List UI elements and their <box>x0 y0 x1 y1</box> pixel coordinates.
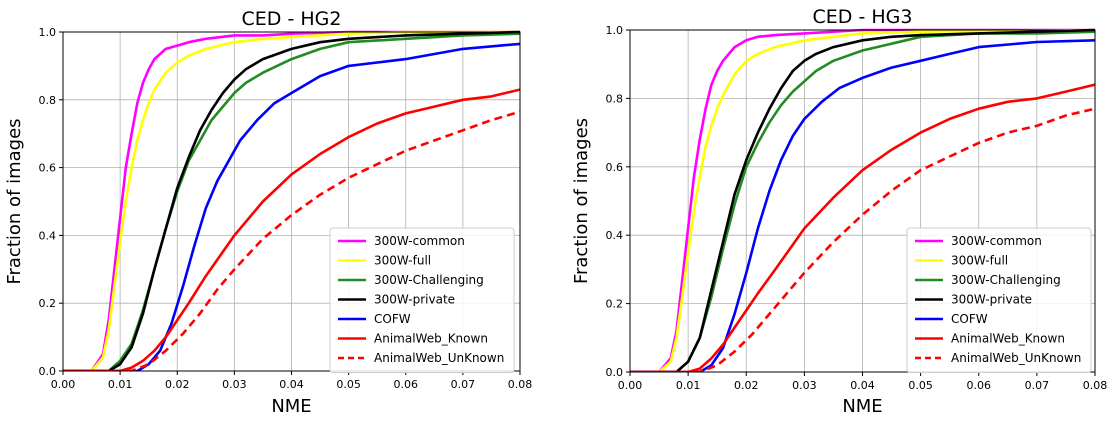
y-tick-label: 0.6 <box>39 162 57 175</box>
legend-box <box>329 227 515 373</box>
x-tick-label: 0.08 <box>1083 379 1108 392</box>
y-tick-label: 0.0 <box>606 366 624 379</box>
y-axis-label: Fraction of images <box>571 118 592 284</box>
series-line-300w-private <box>63 30 520 371</box>
x-tick-label: 0.03 <box>792 379 817 392</box>
chart-title: CED - HG2 <box>242 8 342 30</box>
series-group <box>630 28 1095 372</box>
y-tick-label: 0.0 <box>39 365 57 378</box>
x-tick-label: 0.05 <box>908 379 933 392</box>
legend-label: 300W-Challenging <box>951 273 1061 287</box>
x-tick-label: 0.07 <box>451 378 476 391</box>
legend-label: AnimalWeb_Known <box>374 332 488 346</box>
legend-label: 300W-private <box>951 293 1032 307</box>
legend: 300W-common 300W-full 300W-Challenging 300W… <box>906 227 1092 373</box>
series-line-300w-common <box>63 30 520 371</box>
series-line-300w-full <box>630 28 1095 372</box>
y-tick-label: 1.0 <box>39 26 57 39</box>
x-tick-label: 0.01 <box>108 378 133 391</box>
legend-label: AnimalWeb_UnKnown <box>951 351 1081 365</box>
x-tick-label: 0.07 <box>1025 379 1050 392</box>
legend-label: AnimalWeb_UnKnown <box>374 351 504 365</box>
x-axis-label: NME <box>271 396 311 417</box>
ced-hg3-chart: 0.00 0.01 0.02 0.03 0.04 0.05 0.06 0.07 0.08 0.0 0… <box>571 6 1108 417</box>
chart-title: CED - HG3 <box>813 6 913 28</box>
y-tick-label: 0.2 <box>606 298 624 311</box>
y-tick-label: 0.4 <box>606 229 624 242</box>
chart-panel-hg3: 0.00 0.01 0.02 0.03 0.04 0.05 0.06 0.07 0.08 0.0 0… <box>558 0 1116 417</box>
chart-panel-hg2: 0.00 0.01 0.02 0.03 0.04 0.05 0.06 0.07 0.08 0.0 0… <box>0 0 558 417</box>
x-tick-label: 0.01 <box>676 379 701 392</box>
legend-label: COFW <box>374 312 411 326</box>
legend-box <box>906 227 1092 373</box>
x-tick-label: 0.00 <box>618 379 643 392</box>
series-group <box>63 30 520 371</box>
series-line-cofw <box>63 42 520 371</box>
x-axis-label: NME <box>842 396 882 417</box>
x-tick-label: 0.03 <box>222 378 247 391</box>
x-tick-label: 0.04 <box>279 378 304 391</box>
y-tick-label: 0.4 <box>39 229 57 242</box>
legend-label: 300W-common <box>951 234 1042 248</box>
series-line-animalweb-known <box>630 83 1095 372</box>
series-line-animalweb-unknown <box>63 110 520 371</box>
x-tick-label: 0.04 <box>850 379 875 392</box>
x-tick-label: 0.05 <box>336 378 361 391</box>
x-tick-label: 0.02 <box>734 379 759 392</box>
legend-label: 300W-private <box>374 293 455 307</box>
y-tick-label: 0.6 <box>606 161 624 174</box>
x-tick-label: 0.06 <box>967 379 992 392</box>
legend-label: 300W-full <box>374 254 431 268</box>
series-line-animalweb-known <box>63 88 520 371</box>
series-line-animalweb-unknown <box>630 107 1095 372</box>
y-tick-label: 0.8 <box>606 92 624 105</box>
y-tick-label: 0.8 <box>39 94 57 107</box>
ced-hg2-chart: 0.00 0.01 0.02 0.03 0.04 0.05 0.06 0.07 0.08 0.0 0… <box>4 8 533 417</box>
x-tick-label: 0.06 <box>394 378 419 391</box>
series-line-300w-private <box>630 28 1095 372</box>
x-tick-label: 0.08 <box>508 378 533 391</box>
legend-label: COFW <box>951 312 988 326</box>
x-tick-label: 0.00 <box>51 378 76 391</box>
legend-label: AnimalWeb_Known <box>951 332 1065 346</box>
series-line-300w-common <box>630 28 1095 372</box>
legend-label: 300W-Challenging <box>374 273 484 287</box>
legend-label: 300W-common <box>374 234 465 248</box>
grid <box>62 31 521 372</box>
x-tick-label: 0.02 <box>165 378 190 391</box>
y-axis-label: Fraction of images <box>4 118 25 284</box>
series-line-300w-full <box>63 30 520 371</box>
y-tick-label: 1.0 <box>606 24 624 37</box>
y-tick-label: 0.2 <box>39 297 57 310</box>
legend-label: 300W-full <box>951 254 1008 268</box>
legend: 300W-common 300W-full 300W-Challenging 300W… <box>329 227 515 373</box>
